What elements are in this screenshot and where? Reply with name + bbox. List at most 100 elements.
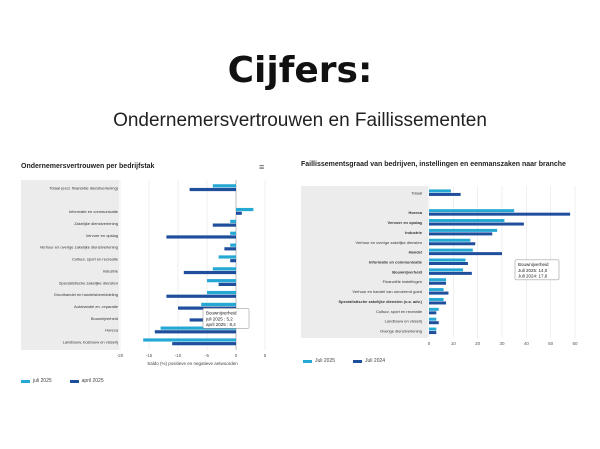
bar-series-2 bbox=[429, 232, 493, 236]
bar-series-2 bbox=[429, 331, 437, 335]
bar-series-1 bbox=[207, 279, 236, 283]
category-label: Bouwnijverheid bbox=[392, 269, 422, 274]
bar-series-2 bbox=[178, 306, 236, 310]
category-label: Verhuur en handel van onroerend goed bbox=[352, 289, 422, 294]
bar-series-1 bbox=[429, 258, 466, 262]
bar-series-2 bbox=[429, 222, 524, 226]
bar-series-1 bbox=[160, 326, 236, 330]
bar-series-1 bbox=[236, 207, 254, 212]
tooltip-line: Juli 2024: 17,6 bbox=[518, 273, 548, 278]
category-label: Specialistische zakelijke diensten bbox=[59, 280, 118, 285]
bar-series-1 bbox=[429, 219, 505, 223]
x-tick-label: 40 bbox=[524, 341, 530, 346]
category-label: Totaal (excl. financiële dienstverlening… bbox=[49, 185, 118, 190]
bar-series-1 bbox=[230, 231, 236, 235]
category-label: Horeca bbox=[408, 210, 422, 215]
slide-subtitle: Ondernemersvertrouwen en Faillissementen bbox=[113, 110, 487, 131]
right-chart-title: Faillissementsgraad van bedrijven, inste… bbox=[301, 161, 566, 168]
bar-series-2 bbox=[183, 270, 236, 275]
tooltip-line: juli 2025 : 5,2 bbox=[205, 316, 233, 321]
category-label: Landbouw en visserij bbox=[385, 319, 422, 324]
tooltip-box bbox=[202, 308, 250, 329]
bar-series-2 bbox=[218, 282, 236, 286]
x-tick-label: -20 bbox=[117, 353, 124, 358]
bar-series-1 bbox=[429, 248, 473, 252]
x-tick-label: 0 bbox=[428, 341, 431, 346]
category-label: Informatie en communicatie bbox=[69, 209, 119, 214]
bar-series-1 bbox=[429, 307, 439, 311]
category-label: Financiële instellingen bbox=[383, 279, 422, 284]
slide-title: Cijfers: bbox=[227, 50, 373, 91]
bar-series-1 bbox=[212, 267, 236, 271]
bar-series-1 bbox=[143, 338, 236, 342]
bar-series-1 bbox=[207, 290, 236, 295]
right-legend: Juli 2025 Juli 2024 bbox=[303, 358, 399, 364]
right-legend-item-1[interactable]: Juli 2025 bbox=[303, 358, 335, 364]
x-tick-label: 60 bbox=[572, 341, 578, 346]
category-label: Horeca bbox=[105, 328, 119, 333]
category-band bbox=[301, 186, 428, 338]
left-legend-item-2[interactable]: april 2025 bbox=[69, 378, 104, 384]
x-axis-label: Saldo (%) positieve en negatieve antwoor… bbox=[147, 361, 238, 366]
tooltip-title: Bouwnijverheid bbox=[518, 262, 549, 267]
x-tick-label: 10 bbox=[451, 341, 457, 346]
tooltip-line: Juli 2025: 14,0 bbox=[518, 268, 548, 273]
left-chart-svg: -20 -15 -10 -5 0 5 Totaal (excl. financiële di… bbox=[21, 180, 267, 366]
x-tick-label: -5 bbox=[205, 353, 209, 358]
hamburger-menu-icon[interactable]: ≡ bbox=[259, 162, 265, 172]
category-label: Vervoer en opslag bbox=[388, 220, 423, 225]
x-tick-label: -10 bbox=[175, 353, 182, 358]
category-label: Industrie bbox=[103, 268, 119, 273]
right-chart-panel: Faillissementsgraad van bedrijven, inste… bbox=[297, 158, 587, 378]
bar-series-2 bbox=[212, 223, 236, 227]
bar-series-2 bbox=[429, 192, 461, 196]
bar-series-2 bbox=[429, 281, 447, 285]
bar-series-1 bbox=[429, 209, 515, 213]
x-tick-label: 0 bbox=[235, 353, 238, 358]
category-label: Verhuur en overige zakelijke diensten bbox=[356, 240, 423, 245]
bar-series-2 bbox=[429, 242, 476, 246]
bar-series-2 bbox=[154, 330, 236, 334]
bar-series-2 bbox=[189, 187, 236, 192]
bar-series-2 bbox=[429, 311, 437, 315]
category-label: Cultuur, sport en recreatie bbox=[72, 257, 119, 262]
left-legend-item-1[interactable]: juli 2025 bbox=[21, 378, 52, 384]
left-legend: juli 2025 april 2025 bbox=[21, 378, 118, 384]
category-label: Verhuur en overige zakelijke dienstverle… bbox=[40, 245, 118, 250]
bar-series-1 bbox=[429, 268, 464, 272]
bar-series-1 bbox=[429, 327, 437, 331]
bar-series-2 bbox=[166, 294, 236, 298]
x-tick-label: 5 bbox=[264, 353, 267, 358]
left-chart-panel: Ondernemersvertrouwen per bedrijfstak ≡ … bbox=[15, 158, 273, 398]
bar-series-1 bbox=[230, 219, 236, 223]
bar-series-2 bbox=[166, 235, 236, 239]
bar-series-2 bbox=[429, 301, 447, 305]
bar-series-1 bbox=[201, 302, 236, 306]
category-label: Bouwnijverheid bbox=[91, 316, 118, 321]
x-tick-label: 30 bbox=[499, 341, 505, 346]
tooltip-title: Bouwnijverheid bbox=[206, 310, 237, 315]
x-tick-label: 20 bbox=[475, 341, 481, 346]
category-label: Totaal bbox=[411, 190, 422, 195]
category-label: Landbouw, bosbouw en visserij bbox=[63, 340, 118, 345]
bar-series-2 bbox=[224, 247, 236, 251]
bar-series-2 bbox=[429, 252, 502, 256]
bar-series-1 bbox=[429, 228, 498, 232]
bar-series-2 bbox=[230, 259, 236, 263]
right-legend-item-2[interactable]: Juli 2024 bbox=[353, 358, 385, 364]
bar-series-1 bbox=[429, 288, 444, 292]
category-label: Groothandel en handelsbemiddeling bbox=[54, 292, 118, 297]
tooltip-box bbox=[514, 259, 560, 281]
category-label: Handel bbox=[409, 250, 422, 255]
bar-series-1 bbox=[218, 255, 236, 259]
bar-series-1 bbox=[429, 189, 451, 193]
bar-series-2 bbox=[429, 212, 571, 216]
bar-series-2 bbox=[172, 342, 236, 346]
left-chart-title: Ondernemersvertrouwen per bedrijfstak bbox=[21, 163, 155, 170]
category-label: Zakelijke dienstverlening bbox=[74, 221, 118, 226]
bar-series-2 bbox=[429, 262, 468, 265]
category-label: Overige dienstverlening bbox=[380, 329, 422, 334]
bar-series-1 bbox=[230, 243, 236, 247]
category-label: Informatie en communicatie bbox=[369, 260, 423, 265]
category-label: Specialistische zakelijke diensten (o.a.… bbox=[338, 299, 422, 304]
